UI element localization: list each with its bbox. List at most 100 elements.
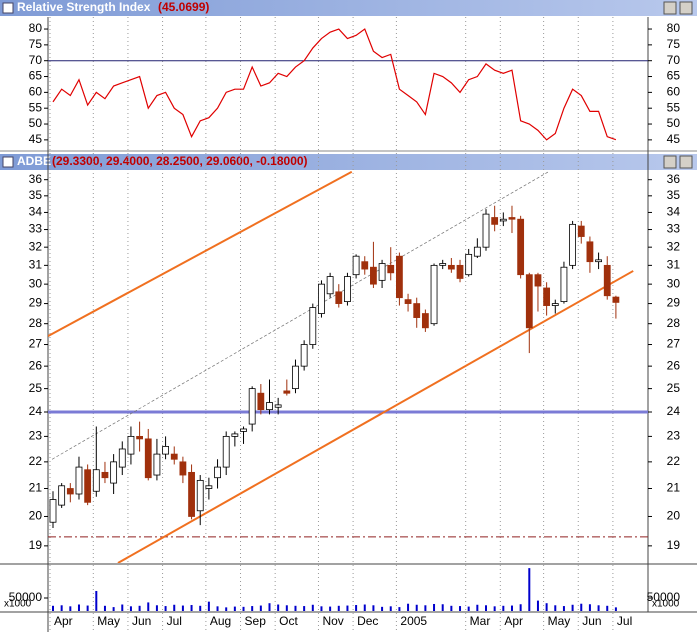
y-tick-label: 75 [29, 37, 43, 51]
x-tick-label: Jun [582, 614, 601, 628]
trend-line [117, 270, 634, 563]
volume-bar [121, 604, 124, 611]
y-tick-label: 65 [29, 69, 43, 83]
panel-icon [2, 156, 14, 168]
y-tick-label: 22 [667, 454, 681, 468]
y-tick-label: 33 [29, 222, 43, 236]
volume-bar [554, 605, 557, 611]
volume-bar [337, 605, 340, 611]
candle-body [361, 261, 369, 270]
y-tick-label: 21 [667, 481, 681, 495]
volume-bar [614, 607, 617, 611]
volume-bar [528, 568, 531, 611]
y-tick-label: 65 [667, 69, 681, 83]
volume-bar [606, 605, 609, 611]
candle-body [188, 471, 195, 517]
volume-bar [69, 606, 72, 611]
candle-body [603, 264, 611, 297]
candle-body [387, 264, 395, 274]
volume-bar [95, 590, 98, 611]
volume-bar [571, 604, 574, 611]
candle-body [162, 446, 169, 455]
y-tick-label: 26 [29, 358, 43, 372]
candle-body [456, 264, 464, 279]
y-tick-label: 70 [667, 53, 681, 67]
volume-bar [155, 605, 158, 611]
y-tick-label: 55 [29, 100, 43, 114]
candle-body [404, 299, 412, 304]
y-tick-label: 35 [29, 188, 43, 202]
candle-body [318, 283, 325, 314]
candle-body [179, 461, 187, 476]
panel-value: (29.3300, 29.4000, 28.2500, 29.0600, -0.… [52, 154, 308, 168]
candle-body [196, 479, 204, 512]
y-tick-label: 20 [667, 509, 681, 523]
candle-body [127, 435, 135, 455]
volume-bar [536, 600, 539, 611]
volume-bar [588, 604, 591, 611]
y-tick-label: 80 [29, 21, 43, 35]
minimize-button[interactable] [663, 155, 677, 169]
candle-body [439, 263, 447, 266]
candle-body [413, 303, 421, 318]
candle-body [551, 303, 559, 306]
candle-body [257, 392, 265, 411]
candle-body [248, 388, 256, 425]
y-tick-label: 34 [667, 205, 681, 219]
volume-bar [459, 606, 462, 611]
candle-body [309, 307, 317, 345]
candle-body [101, 471, 109, 479]
x-tick-label: Sep [245, 614, 267, 628]
title-bar [0, 0, 697, 16]
x-tick-label: May [97, 614, 120, 628]
volume-unit: x1000 [4, 599, 32, 610]
y-tick-label: 34 [29, 205, 43, 219]
volume-bar [251, 606, 254, 611]
candle-body [136, 435, 144, 440]
candle-body [421, 313, 429, 329]
y-tick-label: 26 [667, 358, 681, 372]
volume-bar [285, 605, 288, 611]
y-tick-label: 31 [667, 258, 681, 272]
volume-bar [233, 606, 236, 611]
candle-body [300, 344, 308, 367]
candle-body [144, 438, 152, 479]
panel-title: ADBE [17, 154, 51, 168]
volume-bar [441, 604, 444, 611]
y-tick-label: 20 [29, 509, 43, 523]
candle-body [586, 241, 594, 263]
volume-bar [519, 604, 522, 611]
y-tick-label: 45 [29, 132, 43, 146]
volume-bar [103, 605, 106, 611]
y-tick-label: 22 [29, 454, 43, 468]
y-tick-label: 35 [667, 188, 681, 202]
y-tick-label: 33 [667, 222, 681, 236]
volume-bar [164, 606, 167, 611]
y-tick-label: 50000 [647, 590, 681, 604]
volume-bar [424, 605, 427, 611]
close-button[interactable] [679, 155, 693, 169]
y-tick-label: 24 [667, 404, 681, 418]
candle-body [84, 469, 92, 503]
x-tick-label: May [548, 614, 571, 628]
x-tick-label: 2005 [400, 614, 427, 628]
volume-bar [502, 605, 505, 611]
volume-bar [485, 605, 487, 611]
y-tick-label: 27 [29, 337, 43, 351]
y-tick-label: 25 [667, 381, 681, 395]
close-button[interactable] [679, 1, 693, 15]
candle-body [569, 223, 576, 266]
x-tick-label: Jul [167, 614, 182, 628]
volume-bar [381, 606, 384, 611]
y-tick-label: 32 [29, 239, 43, 253]
candle-body [473, 246, 481, 257]
volume-bar [407, 603, 410, 611]
candle-body [534, 274, 542, 287]
y-tick-label: 32 [667, 239, 681, 253]
y-tick-label: 25 [29, 381, 43, 395]
candle-body [214, 466, 221, 479]
y-tick-label: 23 [667, 429, 681, 443]
minimize-button[interactable] [663, 1, 677, 15]
